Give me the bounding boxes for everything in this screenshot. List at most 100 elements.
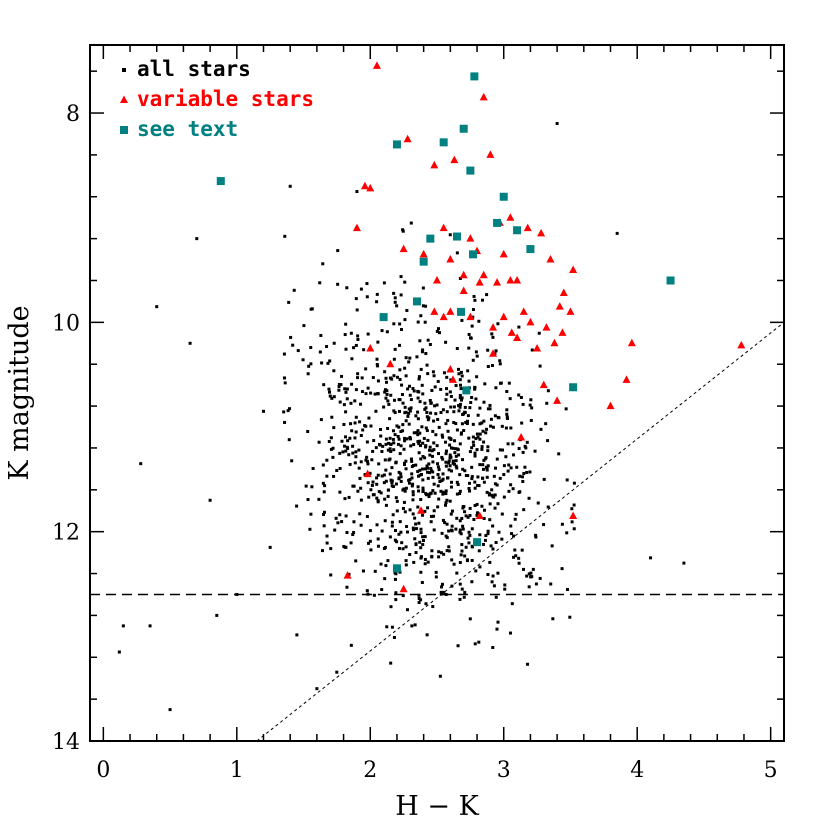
all-stars-point — [463, 590, 467, 594]
all-stars-point — [356, 376, 360, 380]
legend: all stars variable stars see text — [120, 57, 314, 141]
all-stars-point — [386, 399, 390, 403]
all-stars-point — [406, 387, 410, 391]
all-stars-point — [494, 595, 498, 599]
all-stars-point — [447, 468, 451, 472]
all-stars-point — [401, 547, 405, 551]
all-stars-point — [453, 462, 457, 466]
all-stars-point — [419, 527, 423, 531]
all-stars-point — [384, 437, 388, 441]
all-stars-point — [454, 384, 458, 388]
all-stars-point — [446, 429, 450, 433]
all-stars-point — [339, 383, 343, 387]
all-stars-point — [502, 473, 506, 477]
all-stars-point — [486, 445, 490, 449]
all-stars-point — [401, 429, 405, 433]
all-stars-point — [496, 322, 500, 326]
all-stars-point — [328, 394, 332, 398]
all-stars-point — [372, 593, 376, 597]
all-stars-point — [542, 523, 546, 527]
variable-star-point — [399, 584, 408, 593]
all-stars-point — [283, 381, 287, 385]
all-stars-point — [352, 520, 356, 524]
variable-star-point — [559, 288, 568, 297]
all-stars-point — [423, 535, 427, 539]
variable-star-point — [439, 312, 448, 321]
variable-star-point — [539, 380, 548, 389]
all-stars-point — [454, 422, 458, 426]
all-stars-point — [475, 511, 479, 515]
all-stars-point — [356, 489, 360, 493]
all-stars-point — [517, 393, 521, 397]
all-stars-point — [538, 364, 542, 368]
all-stars-point — [268, 545, 272, 549]
all-stars-point — [335, 468, 339, 472]
all-stars-point — [510, 532, 514, 536]
all-stars-point — [439, 489, 443, 493]
all-stars-point — [386, 488, 390, 492]
all-stars-point — [455, 516, 459, 520]
see-text-point — [493, 218, 502, 227]
all-stars-point — [307, 364, 311, 368]
all-stars-point — [455, 480, 459, 484]
all-stars-point — [389, 661, 393, 665]
all-stars-point — [459, 432, 463, 436]
all-stars-point — [478, 422, 482, 426]
all-stars-point — [421, 539, 425, 543]
variable-star-point — [499, 249, 508, 258]
all-stars-point — [428, 471, 432, 475]
all-stars-point — [512, 534, 516, 538]
all-stars-point — [517, 556, 521, 560]
all-stars-point — [427, 495, 431, 499]
all-stars-point — [345, 531, 349, 535]
see-text-point — [439, 138, 448, 147]
all-stars-point — [412, 528, 416, 532]
all-stars-point — [454, 464, 458, 468]
all-stars-point — [460, 396, 464, 400]
all-stars-point — [353, 421, 357, 425]
all-stars-point — [403, 489, 407, 493]
all-stars-point — [494, 349, 498, 353]
all-stars-point — [340, 374, 344, 378]
all-stars-point — [416, 410, 420, 414]
all-stars-point — [426, 338, 430, 342]
all-stars-point — [340, 439, 344, 443]
all-stars-point — [409, 444, 413, 448]
all-stars-point — [523, 465, 527, 469]
all-stars-point — [498, 359, 502, 363]
reference-lines — [90, 321, 785, 742]
all-stars-point — [404, 559, 408, 563]
all-stars-point — [398, 409, 402, 413]
all-stars-point — [306, 430, 310, 434]
all-stars-point — [393, 433, 397, 437]
variable-star-point — [352, 223, 361, 232]
all-stars-point — [433, 491, 437, 495]
all-stars-point — [463, 410, 467, 414]
all-stars-point — [354, 388, 358, 392]
all-stars-point — [418, 339, 422, 343]
all-stars-point — [437, 468, 441, 472]
all-stars-point — [455, 571, 459, 575]
all-stars-point — [325, 534, 329, 538]
all-stars-point — [491, 495, 495, 499]
all-stars-point — [442, 590, 446, 594]
variable-star-point — [446, 255, 455, 263]
all-stars-point — [444, 503, 448, 507]
all-stars-point — [484, 465, 488, 469]
all-stars-point — [445, 387, 449, 391]
all-stars-point — [425, 429, 429, 433]
all-stars-point — [426, 560, 430, 564]
all-stars-point — [344, 347, 348, 351]
all-stars-point — [570, 520, 574, 524]
all-stars-point — [439, 585, 443, 589]
all-stars-point — [447, 529, 451, 533]
all-stars-point — [332, 369, 336, 373]
all-stars-point — [426, 418, 430, 422]
all-stars-point — [520, 421, 524, 425]
all-stars-point — [391, 513, 395, 517]
all-stars-point — [348, 462, 352, 466]
all-stars-point — [408, 384, 412, 388]
all-stars-point — [486, 364, 490, 368]
variable-star-point — [363, 469, 372, 478]
all-stars-point — [470, 558, 474, 562]
